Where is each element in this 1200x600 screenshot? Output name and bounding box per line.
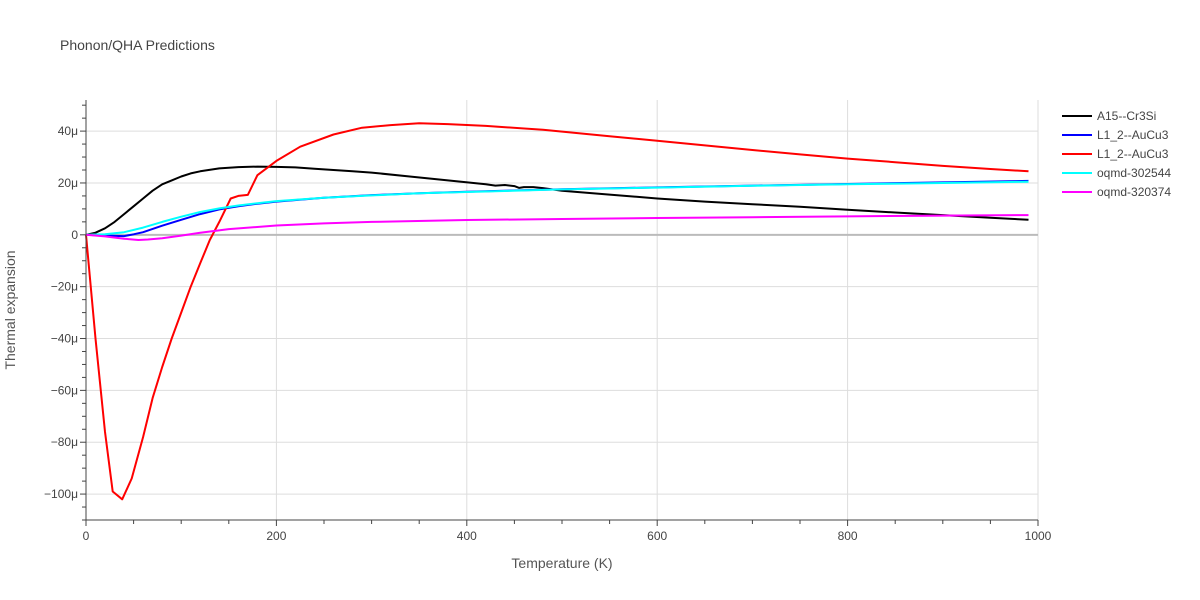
x-tick-label: 1000: [1025, 529, 1052, 543]
y-tick-label: −100μ: [44, 487, 78, 501]
x-tick-label: 800: [838, 529, 858, 543]
axes: [80, 100, 1039, 526]
y-tick-label: −60μ: [51, 383, 78, 397]
y-tick-label: 0: [71, 228, 78, 242]
y-tick-label: −80μ: [51, 435, 78, 449]
legend-label: L1_2--AuCu3: [1097, 147, 1169, 161]
y-tick-label: 40μ: [58, 124, 78, 138]
legend-item-3[interactable]: L1_2--AuCu3: [1062, 147, 1169, 161]
legend-item-4[interactable]: oqmd-302544: [1062, 166, 1171, 180]
x-tick-label: 600: [647, 529, 667, 543]
x-axis-ticks: 0 200 400 600 800 1000: [83, 529, 1052, 543]
x-axis-title: Temperature (K): [511, 555, 612, 571]
x-tick-label: 200: [266, 529, 286, 543]
plot-area: [85, 122, 1029, 501]
legend-item-2[interactable]: L1_2--AuCu3: [1062, 128, 1169, 142]
series-line-4: [85, 180, 1029, 236]
y-tick-label: 20μ: [58, 176, 78, 190]
y-tick-label: −20μ: [51, 280, 78, 294]
legend[interactable]: A15--Cr3Si L1_2--AuCu3 L1_2--AuCu3 oqmd-302…: [1062, 109, 1171, 199]
legend-label: A15--Cr3Si: [1097, 109, 1156, 123]
x-tick-label: 400: [457, 529, 477, 543]
legend-item-1[interactable]: A15--Cr3Si: [1062, 109, 1156, 123]
y-axis-title: Thermal expansion: [2, 250, 18, 369]
y-axis-ticks: 40μ 20μ 0 −20μ −40μ −60μ −80μ −100μ: [44, 124, 78, 501]
chart-title: Phonon/QHA Predictions: [60, 37, 215, 53]
legend-label: oqmd-320374: [1097, 185, 1171, 199]
series-line-5: [85, 214, 1029, 241]
legend-label: L1_2--AuCu3: [1097, 128, 1169, 142]
x-tick-label: 0: [83, 529, 90, 543]
y-tick-label: −40μ: [51, 332, 78, 346]
series-line-3: [85, 122, 1029, 501]
legend-label: oqmd-302544: [1097, 166, 1171, 180]
legend-item-5[interactable]: oqmd-320374: [1062, 185, 1171, 199]
series-line-1: [85, 165, 1029, 236]
